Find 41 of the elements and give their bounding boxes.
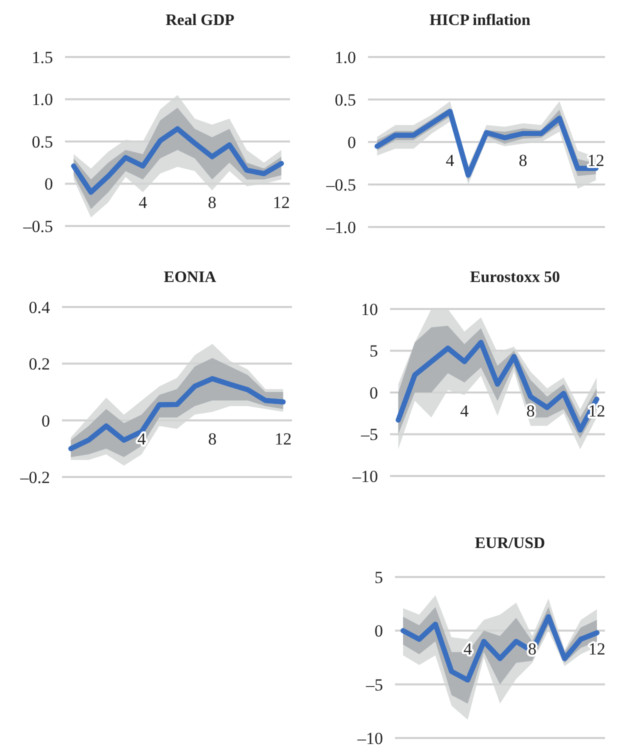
- y-tick-label: 5: [374, 568, 383, 587]
- y-tick-label: 0.5: [32, 132, 53, 152]
- x-tick-label: 8: [208, 192, 216, 212]
- y-tick-label: 0.2: [28, 354, 50, 374]
- x-tick-label: 12: [588, 640, 606, 659]
- y-tick-label: 5: [370, 342, 378, 361]
- y-tick-label: 10: [361, 300, 378, 319]
- y-tick-label: 0: [42, 411, 50, 430]
- chart-title: Real GDP: [166, 12, 235, 29]
- y-tick-label: –10: [352, 466, 378, 486]
- y-tick-label: 0.5: [334, 90, 356, 110]
- x-tick-label: 4: [446, 151, 455, 170]
- x-tick-label: 12: [587, 151, 604, 170]
- x-tick-label: 4: [460, 402, 470, 420]
- chart-title: EONIA: [164, 269, 217, 286]
- y-tick-label: 0: [348, 132, 356, 152]
- chart-title: Eurostoxx 50: [470, 269, 560, 286]
- y-tick-label: –0.5: [22, 216, 53, 236]
- chart-title: HICP inflation: [430, 12, 531, 29]
- y-tick-label: –5: [365, 675, 383, 694]
- x-tick-label: 4: [138, 192, 148, 212]
- x-tick-label: 12: [272, 192, 290, 212]
- x-tick-label: 4: [137, 429, 146, 448]
- x-tick-label: 8: [208, 429, 217, 448]
- x-tick-label: 8: [526, 402, 535, 420]
- y-tick-label: 0: [370, 383, 378, 402]
- y-tick-label: 0: [374, 622, 383, 641]
- y-tick-label: 1.0: [334, 48, 356, 67]
- y-tick-label: 1.0: [32, 90, 53, 110]
- chart-title: EUR/USD: [474, 535, 546, 552]
- y-tick-label: –0.5: [325, 175, 356, 194]
- y-tick-label: 0.4: [28, 298, 50, 317]
- y-tick-label: –5: [360, 425, 378, 444]
- x-tick-label: 8: [518, 151, 528, 170]
- y-tick-label: –10: [356, 728, 383, 748]
- y-tick-label: –1.0: [325, 218, 356, 237]
- y-tick-label: –0.2: [19, 468, 50, 487]
- y-tick-label: 0: [44, 174, 53, 194]
- y-tick-label: 1.5: [32, 48, 53, 67]
- x-tick-label: 4: [463, 640, 472, 659]
- x-tick-label: 12: [274, 429, 292, 448]
